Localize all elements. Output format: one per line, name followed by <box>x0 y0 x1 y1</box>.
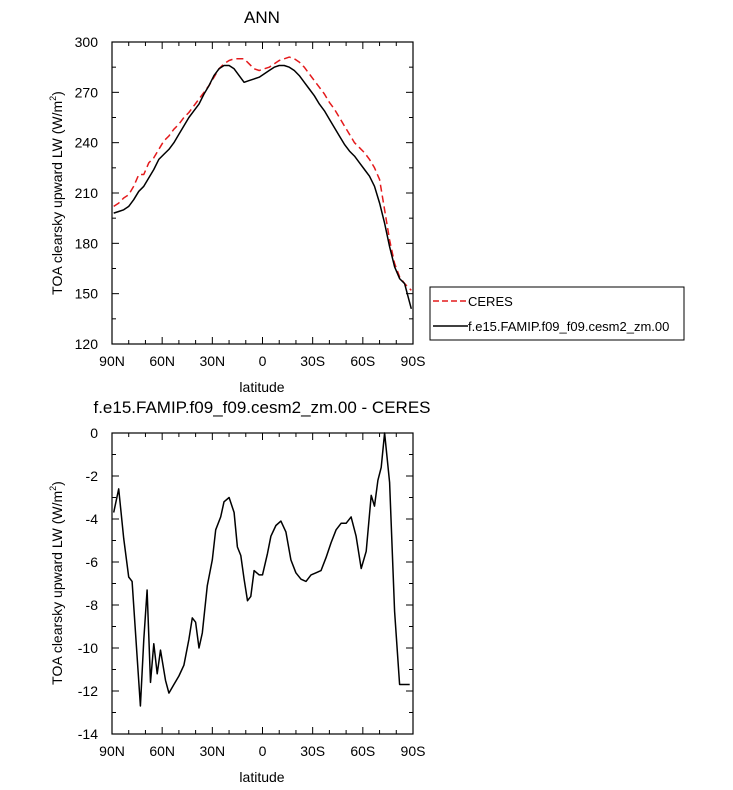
top-series-line-ceres <box>113 56 412 291</box>
top-y-tick-label: 210 <box>75 185 99 201</box>
top-panel: ANN 90N 60N 30N 0 30S 60S 90S 120 150 180 210 240 27… <box>48 8 685 395</box>
bottom-x-tick-label: 30N <box>199 743 225 759</box>
top-plot-area: 90N 60N 30N 0 30S 60S 90S 120 150 180 210 240 270 300 <box>75 34 426 369</box>
bottom-y-tick-label: 0 <box>90 425 98 441</box>
top-y-tick-label: 270 <box>75 84 99 100</box>
top-y-tick-label: 180 <box>75 235 99 251</box>
legend-label-ceres: CERES <box>468 294 513 309</box>
top-y-tick-label: 300 <box>75 34 99 50</box>
top-x-tick-label: 60S <box>350 353 375 369</box>
bottom-x-tick-label: 90N <box>99 743 125 759</box>
bottom-y-axis-label-main: TOA clearsky upward LW (W/m <box>49 491 65 685</box>
top-y-axis-label: TOA clearsky upward LW (W/m2) <box>48 91 65 295</box>
top-plot-frame <box>111 41 414 345</box>
top-y-axis-label-close: ) <box>49 91 65 96</box>
bottom-plot-area: 90N 60N 30N 0 30S 60S 90S -14 -12 -10 -8 -6 -4 -2 0 <box>78 425 426 759</box>
top-legend-box <box>429 286 685 341</box>
bottom-plot-frame <box>111 432 414 735</box>
bottom-y-axis-label: TOA clearsky upward LW (W/m2) <box>48 481 65 685</box>
bottom-y-tick-label: -2 <box>86 468 99 484</box>
top-y-axis-label-sup: 2 <box>48 96 58 101</box>
bottom-x-axis-label: latitude <box>239 769 284 785</box>
top-x-tick-label: 30N <box>199 353 225 369</box>
top-legend: CERES f.e15.FAMIP.f09_f09.cesm2_zm.00 <box>429 286 685 341</box>
bottom-x-tick-label: 90S <box>401 743 426 759</box>
bottom-y-tick-label: -8 <box>86 597 99 613</box>
top-series-line-f-e15-famip-f09-f09-cesm2-zm-00 <box>113 64 413 309</box>
bottom-x-tick-label: 60N <box>149 743 175 759</box>
bottom-y-axis-label-close: ) <box>49 481 65 486</box>
top-x-axis-label: latitude <box>239 379 284 395</box>
bottom-x-tick-label: 0 <box>259 743 267 759</box>
top-x-tick-label: 90N <box>99 353 125 369</box>
bottom-x-tick-label: 60S <box>350 743 375 759</box>
top-y-axis-label-main: TOA clearsky upward LW (W/m <box>49 101 65 295</box>
bottom-y-tick-label: -10 <box>78 640 98 656</box>
bottom-series-line-difference <box>112 432 410 707</box>
top-y-tick-label: 240 <box>75 135 99 151</box>
top-x-tick-label: 0 <box>259 353 267 369</box>
bottom-title: f.e15.FAMIP.f09_f09.cesm2_zm.00 - CERES <box>93 398 430 417</box>
top-x-tick-label: 90S <box>401 353 426 369</box>
top-x-tick-label: 60N <box>149 353 175 369</box>
bottom-y-tick-label: -12 <box>78 683 98 699</box>
top-x-tick-label: 30S <box>300 353 325 369</box>
top-y-tick-label: 150 <box>75 286 99 302</box>
bottom-y-tick-label: -14 <box>78 726 98 742</box>
bottom-x-tick-label: 30S <box>300 743 325 759</box>
bottom-y-tick-label: -6 <box>86 554 99 570</box>
bottom-panel: f.e15.FAMIP.f09_f09.cesm2_zm.00 - CERES … <box>48 398 431 785</box>
legend-label-model: f.e15.FAMIP.f09_f09.cesm2_zm.00 <box>468 319 669 334</box>
top-title: ANN <box>244 8 280 27</box>
bottom-y-tick-label: -4 <box>86 511 99 527</box>
bottom-y-axis-label-sup: 2 <box>48 486 58 491</box>
top-y-tick-label: 120 <box>75 336 99 352</box>
